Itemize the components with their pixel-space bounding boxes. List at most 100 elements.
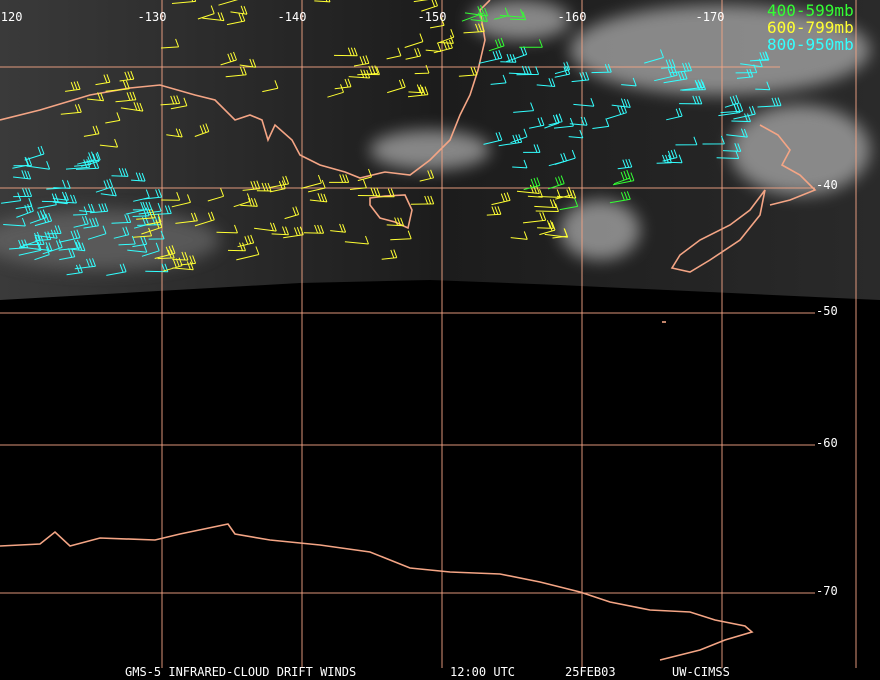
wind-barb xyxy=(80,153,100,167)
wind-barb xyxy=(115,91,137,103)
wind-barb xyxy=(513,102,535,113)
wind-barb xyxy=(433,39,453,54)
longitude-label: -140 xyxy=(278,10,307,24)
wind-barb xyxy=(554,61,571,75)
wind-barb xyxy=(535,203,559,212)
wind-barb xyxy=(29,209,47,224)
wind-barbs xyxy=(1,0,782,276)
wind-barb xyxy=(226,12,246,26)
wind-barb xyxy=(15,197,33,210)
graticule xyxy=(0,0,857,668)
latitude-label: -40 xyxy=(816,178,838,192)
wind-barb xyxy=(242,180,261,191)
wind-barb xyxy=(13,188,33,198)
wind-barb xyxy=(523,144,541,153)
longitude-label: -120 xyxy=(0,10,22,24)
wind-barb xyxy=(309,193,328,203)
wind-barb xyxy=(256,182,272,192)
wind-barb xyxy=(12,156,29,169)
wind-barb xyxy=(23,236,45,246)
wind-barb xyxy=(666,107,683,121)
wind-barb xyxy=(133,227,153,238)
wind-barb xyxy=(237,234,255,248)
wind-barb xyxy=(136,209,156,220)
footer-text: 12:00 UTC xyxy=(450,665,515,679)
wind-barb xyxy=(726,128,748,138)
wind-barb xyxy=(131,172,146,182)
wind-barb xyxy=(60,104,82,115)
wind-barb xyxy=(722,143,742,152)
wind-barb xyxy=(227,242,246,252)
wind-barb xyxy=(148,205,172,216)
wind-barb xyxy=(609,191,631,204)
wind-barb xyxy=(16,203,34,218)
wind-barb xyxy=(436,29,455,44)
wind-barb xyxy=(20,241,41,250)
wind-barb xyxy=(500,53,517,63)
wind-barb xyxy=(509,11,527,21)
wind-barb xyxy=(141,242,160,257)
wind-barb xyxy=(3,217,26,227)
wind-barb xyxy=(172,261,194,271)
wind-barb xyxy=(113,226,130,239)
wind-barb xyxy=(413,0,429,3)
wind-barb xyxy=(408,84,424,94)
wind-barb xyxy=(523,177,541,191)
wind-barb xyxy=(105,112,121,124)
latitude-label: -70 xyxy=(816,584,838,598)
wind-barb xyxy=(353,55,370,67)
wind-barb xyxy=(470,12,488,22)
wind-barb xyxy=(606,104,627,120)
wind-barb xyxy=(554,65,571,78)
legend-entry: 400-599mb xyxy=(767,1,854,20)
wind-barb xyxy=(239,58,257,68)
wind-barb xyxy=(491,192,511,206)
legend-entry: 800-950mb xyxy=(767,35,854,54)
wind-barb xyxy=(376,188,395,198)
wind-barb xyxy=(510,128,528,144)
wind-barb xyxy=(220,51,237,66)
wind-barb xyxy=(166,128,183,138)
wind-barb xyxy=(720,102,744,114)
wind-barb xyxy=(111,214,132,224)
wind-barb xyxy=(731,113,751,123)
wind-barb xyxy=(9,239,29,250)
wind-barb xyxy=(160,38,180,49)
wind-barb xyxy=(90,203,109,214)
wind-barb xyxy=(269,175,290,189)
wind-barb xyxy=(106,263,127,276)
wind-barb xyxy=(611,98,631,108)
wind-barb xyxy=(357,187,381,197)
wind-barb xyxy=(314,0,331,3)
wind-barb xyxy=(52,194,77,204)
wind-barb xyxy=(663,70,688,84)
wind-barb xyxy=(529,117,545,129)
wind-barb xyxy=(197,5,215,20)
wind-barb xyxy=(381,249,398,260)
wind-barb xyxy=(755,81,771,91)
wind-barb xyxy=(34,212,53,227)
wind-barb xyxy=(617,158,633,170)
legend-entry: 600-799mb xyxy=(767,18,854,37)
wind-barb xyxy=(13,170,32,180)
wind-barb xyxy=(105,80,130,92)
wind-barb xyxy=(430,17,445,29)
latitude-label: -60 xyxy=(816,436,838,450)
wind-barb xyxy=(67,241,86,252)
wind-barb xyxy=(498,134,523,147)
wind-barb xyxy=(111,168,129,177)
wind-barb xyxy=(225,66,247,78)
wind-barb xyxy=(552,228,568,239)
wind-barb xyxy=(419,169,435,182)
wind-barb xyxy=(490,74,507,85)
latitude-label: -50 xyxy=(816,304,838,318)
wind-barb xyxy=(488,37,505,52)
wind-barb xyxy=(271,226,289,236)
wind-barb xyxy=(52,191,69,201)
wind-barb xyxy=(194,123,210,137)
wind-barb xyxy=(233,193,251,208)
wind-barb xyxy=(483,131,503,145)
wind-barb xyxy=(74,258,96,270)
wind-barb xyxy=(463,23,485,34)
wind-barb xyxy=(171,194,191,208)
